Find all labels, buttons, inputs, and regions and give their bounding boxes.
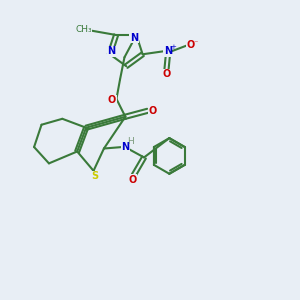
Text: O: O	[108, 95, 116, 105]
Text: O: O	[148, 106, 157, 116]
Text: +: +	[170, 44, 176, 50]
Text: O: O	[186, 40, 194, 50]
Text: N: N	[164, 46, 172, 56]
Text: H: H	[127, 137, 134, 146]
Text: N: N	[107, 46, 116, 56]
Text: N: N	[130, 33, 138, 43]
Text: O: O	[162, 69, 170, 79]
Text: ⁻: ⁻	[193, 38, 198, 47]
Text: S: S	[92, 171, 99, 181]
Text: N: N	[121, 142, 129, 152]
Text: CH₃: CH₃	[75, 25, 92, 34]
Text: O: O	[128, 175, 136, 185]
